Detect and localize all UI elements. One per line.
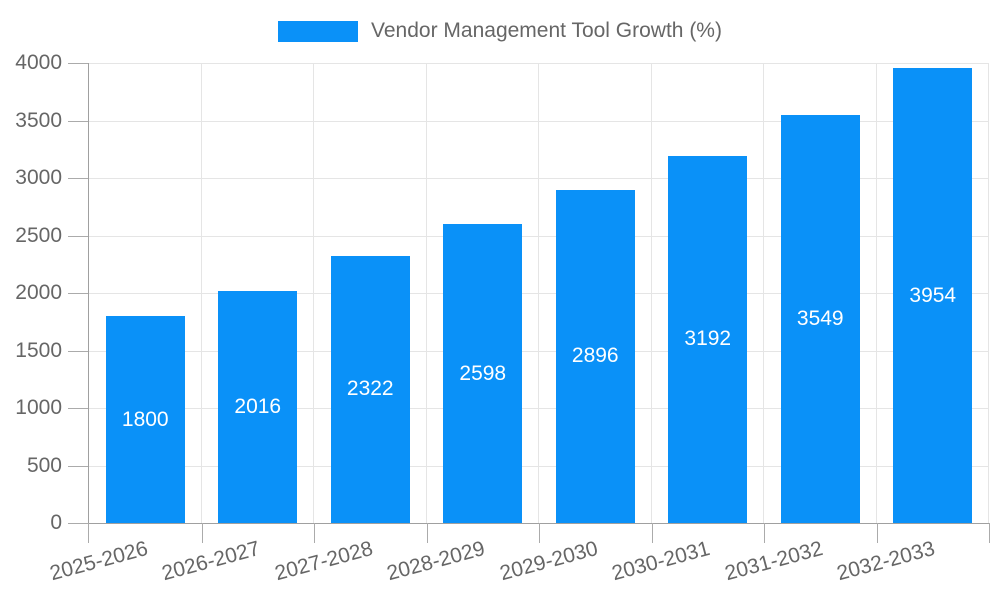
x-tick-label: 2026-2027 bbox=[159, 537, 263, 586]
gridline-horizontal bbox=[89, 235, 989, 237]
bar-value-label: 1800 bbox=[121, 407, 169, 431]
gridline-vertical bbox=[538, 63, 539, 523]
bar: 2896 bbox=[555, 189, 635, 523]
x-tick-mark bbox=[201, 523, 203, 543]
bar-value-label: 3192 bbox=[684, 327, 732, 351]
y-tick-label: 1000 bbox=[15, 396, 62, 419]
gridline-horizontal bbox=[89, 63, 989, 64]
gridline-vertical bbox=[200, 63, 202, 523]
gridline-vertical bbox=[988, 63, 989, 523]
gridline-vertical bbox=[650, 63, 652, 523]
x-tick-mark bbox=[88, 523, 89, 543]
bar: 2598 bbox=[443, 224, 523, 523]
y-tick-mark bbox=[68, 63, 88, 64]
gridline-vertical bbox=[763, 63, 764, 523]
gridline-vertical bbox=[875, 63, 877, 523]
x-tick-mark bbox=[989, 523, 990, 543]
legend-swatch bbox=[278, 20, 359, 42]
plot-area: 1800 2016 2322 2598 2896 3192 3549 3954 bbox=[68, 63, 990, 543]
gridline-vertical bbox=[425, 63, 427, 523]
y-tick-label: 1500 bbox=[15, 338, 62, 362]
bar-value-label: 2598 bbox=[459, 361, 507, 385]
x-tick-mark bbox=[539, 523, 540, 543]
bar: 3954 bbox=[893, 68, 973, 523]
bar: 3192 bbox=[668, 155, 748, 523]
x-tick-label: 2027-2028 bbox=[272, 537, 376, 586]
x-tick-label: 2030-2031 bbox=[609, 537, 713, 586]
x-tick-label: 2029-2030 bbox=[497, 537, 601, 586]
y-tick-label: 3500 bbox=[15, 108, 62, 132]
bar: 2322 bbox=[330, 255, 410, 523]
x-tick-mark bbox=[764, 523, 765, 543]
y-tick-label: 500 bbox=[26, 453, 62, 477]
y-tick-mark bbox=[68, 120, 88, 122]
x-tick-mark bbox=[876, 523, 878, 543]
gridline-horizontal bbox=[89, 293, 989, 294]
gridline-horizontal bbox=[89, 408, 989, 409]
y-tick-label: 2500 bbox=[15, 223, 62, 247]
bar: 2016 bbox=[218, 291, 298, 523]
y-tick-mark bbox=[68, 523, 88, 524]
bar-value-label: 3549 bbox=[796, 306, 844, 330]
gridline-horizontal bbox=[89, 178, 989, 179]
y-tick-mark bbox=[68, 235, 88, 237]
x-tick-label: 2031-2032 bbox=[722, 537, 826, 586]
gridline-horizontal bbox=[89, 465, 989, 467]
y-tick-mark bbox=[68, 465, 88, 467]
y-tick-label: 3000 bbox=[15, 166, 62, 189]
bar-value-label: 3954 bbox=[909, 283, 957, 307]
gridline-horizontal bbox=[89, 120, 989, 122]
x-tick-label: 2032-2033 bbox=[834, 537, 938, 586]
gridline-vertical bbox=[313, 63, 314, 523]
x-tick-label: 2028-2029 bbox=[384, 537, 488, 586]
y-tick-label: 4000 bbox=[15, 51, 62, 74]
bar-value-label: 2016 bbox=[234, 395, 282, 419]
y-tick-mark bbox=[68, 178, 88, 179]
y-tick-mark bbox=[68, 293, 88, 294]
x-tick-label: 2025-2026 bbox=[47, 537, 151, 586]
gridline-horizontal bbox=[89, 350, 989, 352]
bar-value-label: 2896 bbox=[571, 344, 619, 368]
legend-label: Vendor Management Tool Growth (%) bbox=[371, 19, 722, 42]
x-tick-mark bbox=[426, 523, 428, 543]
legend[interactable]: Vendor Management Tool Growth (%) bbox=[0, 18, 1000, 44]
y-tick-mark bbox=[68, 350, 88, 352]
x-tick-mark bbox=[651, 523, 653, 543]
bar: 3549 bbox=[780, 114, 860, 523]
bar-value-label: 2322 bbox=[346, 377, 394, 401]
y-tick-label: 0 bbox=[50, 511, 62, 534]
bar: 1800 bbox=[105, 316, 185, 523]
y-tick-label: 2000 bbox=[15, 281, 62, 304]
x-tick-mark bbox=[314, 523, 315, 543]
y-tick-mark bbox=[68, 408, 88, 409]
